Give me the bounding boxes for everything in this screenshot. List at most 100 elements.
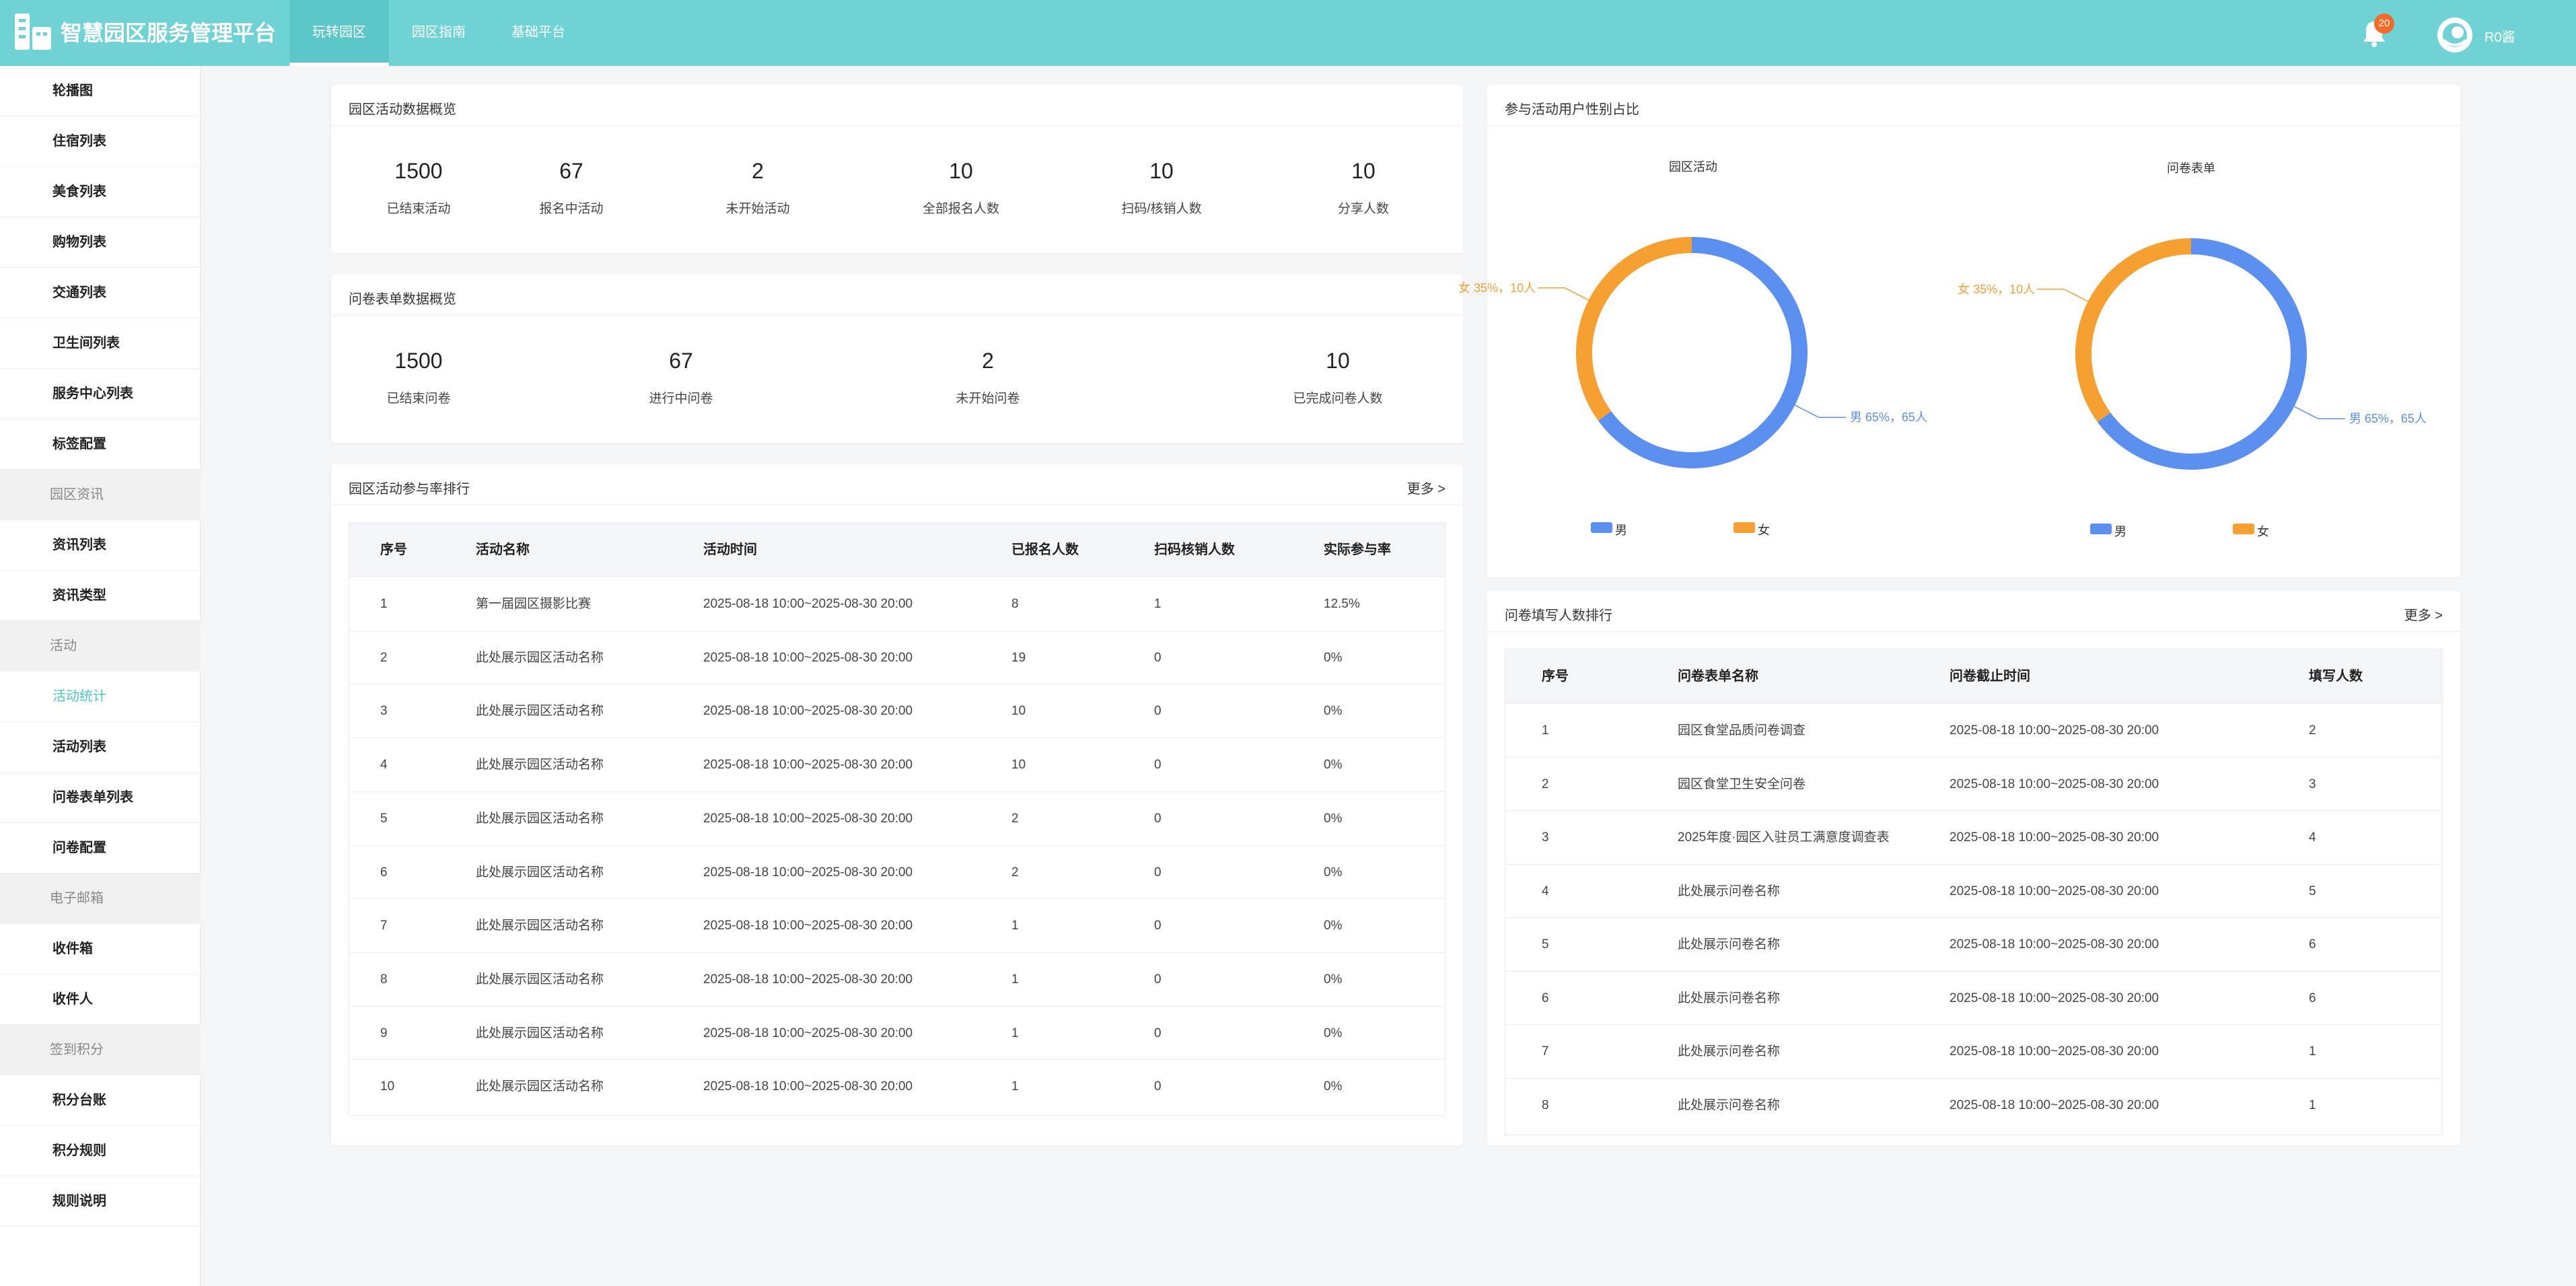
table-cell: 2025-08-18 10:00~2025-08-30 20:00 [703, 758, 913, 773]
username[interactable]: R0酱 [2484, 30, 2515, 45]
table-cell: 0 [1154, 811, 1161, 826]
sidebar-item[interactable]: 活动列表 [0, 722, 201, 773]
legend-label-female[interactable]: 女 [2257, 525, 2269, 538]
sidebar-item[interactable]: 问卷配置 [0, 823, 201, 873]
table-cell: 2025-08-18 10:00~2025-08-30 20:00 [703, 919, 913, 933]
sidebar-item[interactable]: 交通列表 [0, 268, 201, 318]
female-slice[interactable] [1576, 237, 1692, 421]
stat-label: 分享人数 [1337, 202, 1389, 216]
sidebar-item[interactable]: 服务中心列表 [0, 369, 201, 419]
table-cell: 0% [1324, 650, 1343, 665]
survey-table-row[interactable]: 3 2025年度·园区入驻员工满意度调查表 2025-08-18 10:00~202… [1505, 810, 2442, 863]
sidebar-item[interactable]: 收件箱 [0, 924, 201, 974]
divider [1487, 125, 2460, 126]
table-cell: 第一届园区摄影比赛 [476, 597, 592, 611]
divider [331, 125, 1463, 126]
activity-table-row[interactable]: 5 此处展示园区活动名称 2025-08-18 10:00~2025-08-30 2… [349, 791, 1445, 845]
stat-ended-activities: 1500 已结束活动 [331, 159, 506, 217]
activity-table-row[interactable]: 7 此处展示园区活动名称 2025-08-18 10:00~2025-08-30 2… [349, 898, 1445, 952]
leader-line [2037, 289, 2089, 302]
table-cell: 0 [1154, 919, 1161, 933]
sidebar-item[interactable]: 卫生间列表 [0, 318, 201, 369]
sidebar-item[interactable]: 资讯列表 [0, 520, 201, 571]
sidebar-item[interactable]: 标签配置 [0, 419, 201, 470]
table-cell: 2 [1542, 777, 1549, 791]
legend-label-female[interactable]: 女 [1758, 524, 1770, 537]
nav-tab-fun-park[interactable]: 玩转园区 [289, 0, 389, 66]
card-title: 参与活动用户性别占比 [1505, 102, 1639, 117]
column-header: 扫码核销人数 [1154, 542, 1235, 557]
table-cell: 0 [1154, 650, 1161, 665]
sidebar-item[interactable]: 规则说明 [0, 1176, 201, 1227]
table-cell: 1 [2309, 1098, 2316, 1112]
more-link[interactable]: 更多 > [1406, 482, 1445, 497]
legend-swatch-female[interactable] [1733, 522, 1755, 533]
table-cell: 此处展示问卷名称 [1678, 884, 1781, 898]
table-cell: 0% [1324, 972, 1343, 987]
table-cell: 8 [1011, 597, 1019, 611]
activity-table-row[interactable]: 8 此处展示园区活动名称 2025-08-18 10:00~2025-08-30 2… [349, 952, 1445, 1005]
stat-label: 未开始活动 [725, 202, 790, 216]
table-cell: 0 [1154, 865, 1161, 880]
legend-swatch-male[interactable] [1591, 522, 1612, 533]
sidebar-item[interactable]: 资讯类型 [0, 571, 201, 621]
stat-label: 全部报名人数 [922, 202, 999, 216]
legend-swatch-female[interactable] [2233, 524, 2254, 534]
sidebar-item[interactable]: 问卷表单列表 [0, 773, 201, 823]
sidebar-group-header: 活动 [0, 621, 201, 672]
activity-table-row[interactable]: 6 此处展示园区活动名称 2025-08-18 10:00~2025-08-30 2… [349, 845, 1445, 898]
sidebar-item[interactable]: 住宿列表 [0, 116, 201, 167]
survey-table-row[interactable]: 6 此处展示问卷名称 2025-08-18 10:00~2025-08-30 20:… [1505, 970, 2442, 1024]
sidebar-item[interactable]: 收件人 [0, 974, 201, 1025]
sidebar-item[interactable]: 积分台账 [0, 1075, 201, 1126]
table-cell: 0 [1154, 758, 1161, 773]
survey-table-row[interactable]: 5 此处展示问卷名称 2025-08-18 10:00~2025-08-30 20:… [1505, 917, 2442, 970]
platform-title: 智慧园区服务管理平台 [61, 21, 277, 45]
survey-table-row[interactable]: 8 此处展示问卷名称 2025-08-18 10:00~2025-08-30 20:… [1505, 1077, 2442, 1131]
sidebar-item[interactable]: 美食列表 [0, 167, 201, 217]
nav-tab-park-guide[interactable]: 园区指南 [412, 25, 466, 40]
legend-label-male[interactable]: 男 [1615, 524, 1627, 537]
user-avatar[interactable] [2437, 17, 2472, 52]
notification-count-badge: 20 [2374, 13, 2394, 34]
table-cell: 2 [1011, 811, 1019, 826]
female-slice[interactable] [2075, 238, 2191, 423]
table-cell: 3 [380, 704, 388, 719]
stat-total-registrations: 10 全部报名人数 [873, 159, 1048, 217]
table-cell: 此处展示园区活动名称 [476, 811, 604, 826]
activity-table-row[interactable]: 10 此处展示园区活动名称 2025-08-18 10:00~2025-08-30 … [349, 1059, 1445, 1112]
legend-label-male[interactable]: 男 [2114, 525, 2126, 538]
survey-table-row[interactable]: 4 此处展示问卷名称 2025-08-18 10:00~2025-08-30 20:… [1505, 863, 2442, 917]
female-slice-label: 女 35%，10人 [1458, 281, 1536, 295]
activity-table-row[interactable]: 1 第一届园区摄影比赛 2025-08-18 10:00~2025-08-30 20… [349, 577, 1445, 630]
table-cell: 2 [1011, 865, 1019, 880]
survey-ranking-table: 序号 问卷表单名称 问卷截止时间 填写人数 1 园区食堂品质问卷调查 2025-08-18 … [1505, 649, 2443, 1135]
stat-value: 10 [1326, 349, 1350, 373]
table-cell: 2025-08-18 10:00~2025-08-30 20:00 [1949, 884, 2159, 898]
activity-table-row[interactable]: 2 此处展示园区活动名称 2025-08-18 10:00~2025-08-30 2… [349, 630, 1445, 684]
nav-tab-base-platform[interactable]: 基础平台 [511, 25, 565, 40]
table-cell: 7 [380, 919, 388, 933]
activity-table-row[interactable]: 3 此处展示园区活动名称 2025-08-18 10:00~2025-08-30 2… [349, 684, 1445, 737]
survey-table-row[interactable]: 7 此处展示问卷名称 2025-08-18 10:00~2025-08-30 20:… [1505, 1024, 2442, 1077]
column-header: 已报名人数 [1011, 542, 1079, 557]
survey-table-row[interactable]: 1 园区食堂品质问卷调查 2025-08-18 10:00~2025-08-30 2… [1505, 703, 2442, 756]
sidebar-item[interactable]: 活动统计 [0, 672, 201, 722]
table-cell: 6 [1542, 991, 1549, 1005]
table-cell: 1 [1011, 1079, 1019, 1094]
card-title: 问卷表单数据概览 [349, 292, 456, 307]
table-cell: 2025-08-18 10:00~2025-08-30 20:00 [1949, 937, 2159, 952]
more-link[interactable]: 更多 > [2404, 608, 2443, 623]
survey-table-row[interactable]: 2 园区食堂卫生安全问卷 2025-08-18 10:00~2025-08-30 2… [1505, 756, 2442, 810]
activity-table-row[interactable]: 4 此处展示园区活动名称 2025-08-18 10:00~2025-08-30 2… [349, 738, 1445, 791]
sidebar-item[interactable]: 轮播图 [0, 66, 201, 116]
table-cell: 2 [380, 650, 388, 665]
activity-table-row[interactable]: 9 此处展示园区活动名称 2025-08-18 10:00~2025-08-30 2… [349, 1005, 1445, 1059]
legend-swatch-male[interactable] [2090, 524, 2112, 534]
table-cell: 0% [1324, 865, 1343, 880]
stat-value: 1500 [394, 349, 443, 373]
sidebar-item[interactable]: 购物列表 [0, 217, 201, 268]
male-slice-label: 男 65%，65人 [2349, 412, 2427, 426]
activity-ranking-table: 序号 活动名称 活动时间 已报名人数 扫码核销人数 实际参与率 1 第一届园区摄影比赛 2025… [349, 522, 1445, 1116]
sidebar-item[interactable]: 积分规则 [0, 1126, 201, 1176]
